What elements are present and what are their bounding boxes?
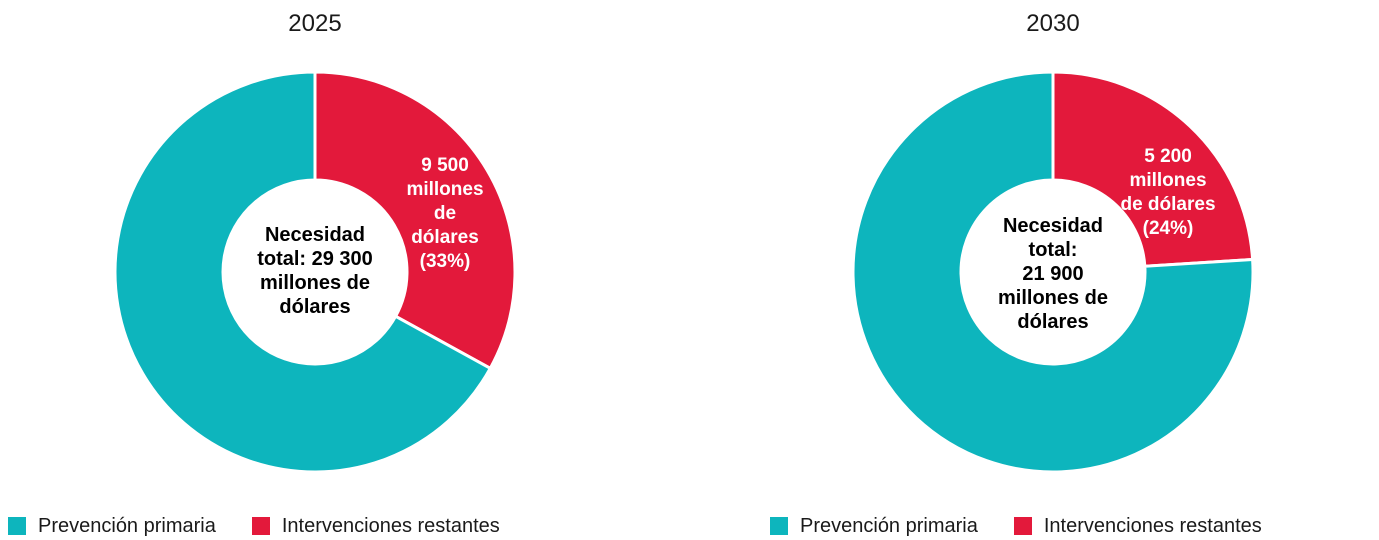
center-label: Necesidad total: 29 300 millones de dóla… xyxy=(240,223,390,319)
slice-label-line: millones xyxy=(406,179,484,200)
slice-label-remaining: 5 200 millones de dólares (24%) xyxy=(1103,145,1233,241)
chart-title: 2025 xyxy=(288,10,342,37)
chart-title: 2030 xyxy=(1026,10,1080,37)
slice-label-line: 5 200 xyxy=(1144,146,1192,167)
center-label-line: millones de xyxy=(997,287,1109,309)
legend-item-primary-prevention: Prevención primaria xyxy=(8,515,216,538)
legend-label: Prevención primaria xyxy=(38,514,216,537)
legend-swatch-red xyxy=(1013,517,1032,535)
slice-label-line: dólares xyxy=(411,227,479,248)
donut-chart xyxy=(851,70,1255,474)
center-label-line: Necesidad xyxy=(1002,215,1104,237)
legend-swatch-teal xyxy=(8,517,26,535)
slice-label-line: (33%) xyxy=(419,251,471,272)
center-label-line: millones de xyxy=(259,272,371,294)
legend: Prevención primaria Intervenciones resta… xyxy=(770,514,1298,538)
center-label: Necesidad total: 21 900 millones de dóla… xyxy=(983,214,1123,334)
legend-label: Intervenciones restantes xyxy=(1043,514,1262,537)
slice-label-remaining: 9 500 millones de dólares (33%) xyxy=(390,154,500,274)
legend-swatch-red xyxy=(251,517,270,535)
legend-item-primary-prevention: Prevención primaria xyxy=(770,515,978,538)
center-label-line: 21 900 xyxy=(1022,263,1084,285)
slice-label-line: 9 500 xyxy=(421,155,469,176)
chart-2030: 2030 Necesidad total: 21 900 millones de… xyxy=(770,0,1333,540)
legend-label: Intervenciones restantes xyxy=(281,514,500,537)
center-label-line: Necesidad xyxy=(264,224,366,246)
legend-item-remaining-interventions: Intervenciones restantes xyxy=(251,514,500,538)
donut-hole xyxy=(223,180,407,364)
slice-label-line: de xyxy=(433,203,457,224)
donut-hole xyxy=(961,180,1145,364)
legend-label: Prevención primaria xyxy=(800,514,978,537)
center-label-line: total: 29 300 xyxy=(257,248,373,270)
center-label-line: total: xyxy=(1028,239,1078,261)
donut-chart xyxy=(113,70,517,474)
center-label-line: dólares xyxy=(1017,311,1089,333)
slice-label-line: (24%) xyxy=(1142,218,1194,239)
legend: Prevención primaria Intervenciones resta… xyxy=(8,514,536,538)
slice-label-line: de dólares xyxy=(1120,194,1216,215)
legend-item-remaining-interventions: Intervenciones restantes xyxy=(1013,514,1262,538)
legend-swatch-teal xyxy=(770,517,788,535)
chart-2025: 2025 Necesidad total: 29 300 millones de… xyxy=(8,0,595,540)
slice-label-line: millones xyxy=(1129,170,1207,191)
center-label-line: dólares xyxy=(279,296,351,318)
